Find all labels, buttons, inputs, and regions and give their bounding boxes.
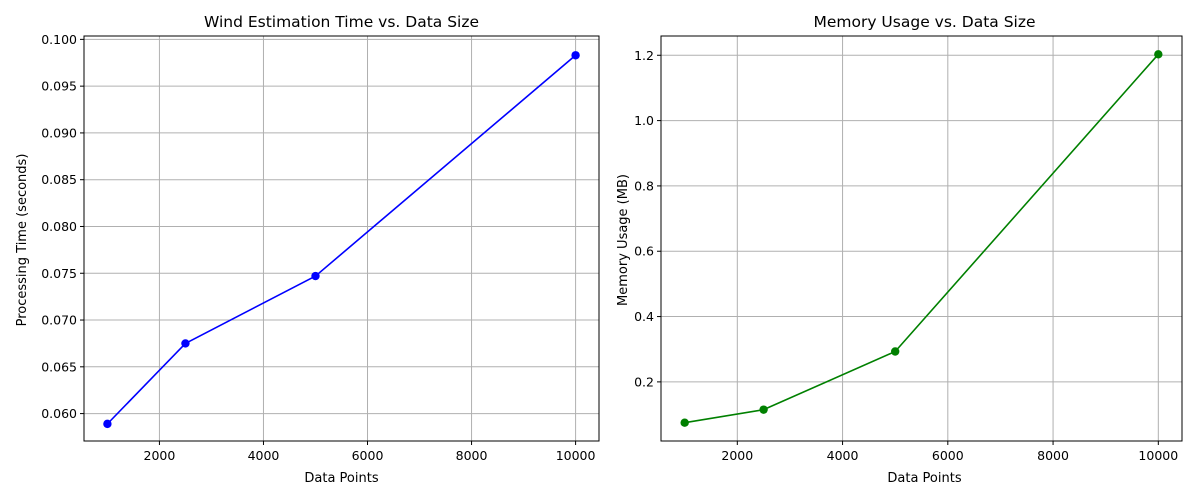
series-line [106, 54, 577, 425]
data-point [103, 419, 112, 429]
x-tick-label: 6000 [932, 448, 964, 463]
x-axis: 2000 4000 6000 8000 10000 [721, 441, 1178, 463]
x-tick-label: 10000 [1138, 448, 1178, 463]
data-point [759, 405, 768, 414]
series [103, 51, 580, 429]
series [680, 50, 1163, 427]
y-tick-label: 0.095 [41, 79, 77, 94]
x-tick-label: 8000 [1037, 448, 1069, 463]
y-tick-label: 0.6 [634, 244, 654, 259]
y-tick-label: 1.2 [634, 48, 654, 63]
y-tick-label: 0.2 [634, 374, 654, 389]
axes-frame [660, 35, 1183, 442]
data-point [181, 339, 190, 348]
data-point [1154, 50, 1163, 59]
chart-title: Memory Usage vs. Data Size [813, 13, 1035, 31]
chart-title: Wind Estimation Time vs. Data Size [204, 13, 479, 31]
y-tick-label: 0.8 [634, 178, 654, 193]
y-tick-label: 1.0 [634, 113, 654, 128]
x-tick-label: 6000 [352, 448, 384, 463]
series-line [684, 53, 1159, 424]
x-tick-label: 2000 [144, 448, 176, 463]
y-tick-label: 0.4 [634, 309, 654, 324]
x-axis-label: Data Points [304, 471, 378, 486]
y-tick-label: 0.100 [41, 32, 77, 47]
y-tick-label: 0.080 [41, 219, 77, 234]
x-tick-label: 4000 [827, 448, 859, 463]
y-tick-label: 0.090 [41, 125, 77, 140]
y-tick-label: 0.075 [41, 266, 77, 281]
x-axis-label: Data Points [887, 471, 961, 486]
y-axis: 0.2 0.4 0.6 0.8 1.0 1.2 [634, 48, 661, 389]
y-tick-label: 0.085 [41, 172, 77, 187]
y-axis: 0.060 0.065 0.070 0.075 0.080 0.085 0.090 0.095… [41, 32, 84, 421]
x-tick-label: 4000 [248, 448, 280, 463]
data-point [680, 418, 689, 427]
axes-frame [83, 35, 600, 442]
x-tick-label: 10000 [556, 448, 596, 463]
time-chart: Wind Estimation Time vs. Data Size Data … [15, 13, 600, 486]
y-tick-label: 0.065 [41, 359, 77, 374]
x-tick-label: 2000 [721, 448, 753, 463]
y-axis-label: Processing Time (seconds) [15, 154, 30, 327]
data-point [571, 51, 580, 60]
y-axis-label: Memory Usage (MB) [616, 174, 631, 306]
grid [661, 36, 1182, 441]
data-point [311, 271, 320, 281]
x-axis: 2000 4000 6000 8000 10000 [144, 441, 596, 463]
memory-chart: Memory Usage vs. Data Size Data Points M… [616, 13, 1183, 486]
data-point [890, 347, 900, 356]
grid [84, 36, 599, 441]
y-tick-label: 0.060 [41, 406, 77, 421]
x-tick-label: 8000 [456, 448, 488, 463]
y-tick-label: 0.070 [41, 313, 77, 328]
